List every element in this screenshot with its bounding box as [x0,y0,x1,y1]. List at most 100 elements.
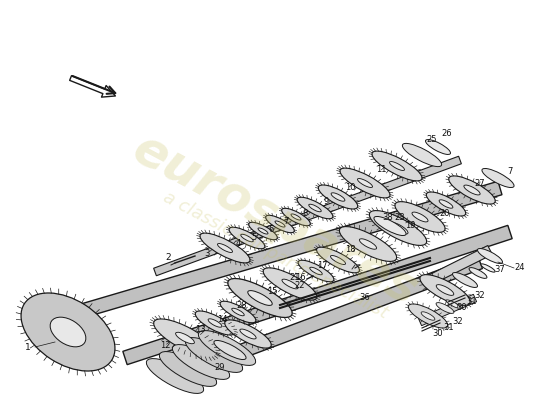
Ellipse shape [208,319,222,327]
Text: 38: 38 [383,212,393,222]
Text: 29: 29 [214,364,225,372]
Polygon shape [428,246,492,284]
Ellipse shape [389,162,404,170]
Text: 5: 5 [251,234,257,242]
Ellipse shape [340,168,390,198]
Polygon shape [56,181,502,325]
Ellipse shape [420,275,470,305]
Text: 16: 16 [295,272,305,282]
Ellipse shape [331,256,345,264]
Text: 10: 10 [345,184,355,192]
Ellipse shape [339,226,397,262]
Ellipse shape [21,293,115,371]
Text: 21: 21 [290,274,300,282]
Text: 11: 11 [376,166,386,174]
Ellipse shape [50,317,86,347]
Ellipse shape [374,216,406,236]
Ellipse shape [426,140,450,154]
Ellipse shape [282,279,298,289]
Ellipse shape [446,300,460,308]
Ellipse shape [310,267,322,275]
Text: 19: 19 [405,220,415,230]
Ellipse shape [297,197,333,219]
Ellipse shape [291,214,301,220]
Ellipse shape [229,227,265,249]
Ellipse shape [153,319,216,357]
Text: 3: 3 [204,250,210,258]
Text: 22: 22 [295,282,305,290]
Ellipse shape [258,228,268,234]
Text: 12: 12 [160,342,170,350]
Text: 32: 32 [475,292,485,300]
Ellipse shape [395,202,445,232]
Ellipse shape [477,248,503,264]
Text: 18: 18 [345,246,355,254]
Text: 9: 9 [323,196,329,206]
Text: 15: 15 [267,286,277,296]
Ellipse shape [359,239,377,249]
Ellipse shape [146,358,204,394]
Ellipse shape [249,222,277,240]
Ellipse shape [464,185,480,195]
Text: eurospares: eurospares [124,125,426,315]
Ellipse shape [232,308,244,316]
Polygon shape [123,225,512,365]
Ellipse shape [469,268,487,278]
Ellipse shape [436,303,454,313]
Ellipse shape [482,168,514,188]
Ellipse shape [317,247,360,273]
Text: 14: 14 [217,314,227,324]
Text: 31: 31 [444,324,454,332]
Text: 7: 7 [507,168,513,176]
Ellipse shape [318,185,358,209]
Ellipse shape [436,285,454,295]
Text: 1: 1 [25,344,31,352]
Ellipse shape [160,352,217,386]
Ellipse shape [228,278,292,318]
Ellipse shape [175,332,194,344]
Text: 6: 6 [268,226,274,234]
Ellipse shape [241,234,253,242]
Ellipse shape [195,311,235,335]
Text: 25: 25 [427,136,437,144]
Ellipse shape [370,210,427,246]
Ellipse shape [225,320,271,348]
Ellipse shape [388,222,408,234]
Ellipse shape [358,178,372,188]
Ellipse shape [372,151,422,181]
Ellipse shape [449,176,495,204]
Polygon shape [419,294,477,326]
Text: 2: 2 [165,252,171,262]
Ellipse shape [266,215,294,233]
Ellipse shape [426,192,466,216]
Ellipse shape [439,200,453,208]
Text: 30: 30 [456,304,468,312]
Text: 7: 7 [283,218,289,226]
Ellipse shape [453,272,477,288]
Text: 36: 36 [360,294,370,302]
Ellipse shape [185,338,243,372]
Ellipse shape [408,304,448,328]
Ellipse shape [199,330,256,366]
Polygon shape [153,156,461,276]
Ellipse shape [200,233,250,263]
Text: 17: 17 [317,262,327,270]
Text: 20: 20 [440,208,450,218]
Ellipse shape [214,340,246,360]
Ellipse shape [481,264,495,272]
Ellipse shape [412,212,428,222]
Text: 13: 13 [195,326,205,334]
Ellipse shape [421,312,435,320]
Ellipse shape [217,244,233,252]
Ellipse shape [309,204,321,212]
Text: 28: 28 [236,300,248,310]
Ellipse shape [172,344,230,380]
Ellipse shape [282,208,310,226]
Ellipse shape [298,260,334,282]
Text: 4: 4 [235,240,241,248]
Polygon shape [168,256,482,384]
Text: 32: 32 [453,318,463,326]
Text: 8: 8 [302,208,307,218]
Ellipse shape [403,143,442,167]
Text: 31: 31 [467,298,477,306]
